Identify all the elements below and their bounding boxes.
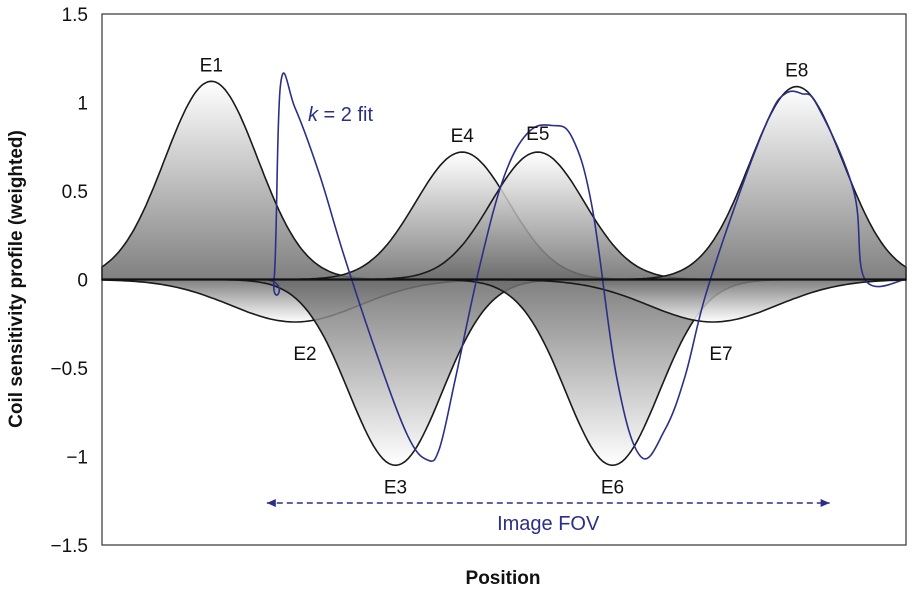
coil-label-e3: E3 [384,477,407,498]
fit-label: k = 2 fit [308,104,373,126]
coil-label-e8: E8 [785,61,808,82]
axes: 1.5 1 0.5 0 −0.5 −1 −1.5 [50,5,907,557]
fit-curve [101,72,907,462]
coil-label-e1: E1 [200,55,223,76]
coil-profile-e8 [609,85,907,281]
coil-label-e2: E2 [293,344,316,365]
fov-label: Image FOV [497,513,600,535]
coil-label-e6: E6 [601,477,624,498]
fit-label-rest: = 2 fit [318,104,373,126]
labels: E1 E2 E3 E4 E5 E6 E7 E8 k = 2 fit Image FOV [200,55,830,535]
y-tick-label: 1 [77,94,88,115]
fit-label-k: k [308,104,319,126]
y-tick-label: −1 [66,448,88,469]
coil-label-e7: E7 [709,344,732,365]
y-tick-label: −1.5 [50,536,88,557]
coil-label-e5: E5 [526,124,549,145]
y-tick-label: −0.5 [50,359,88,380]
coil-label-e4: E4 [451,126,475,147]
coil-profiles [101,80,907,467]
y-tick-label: 0.5 [62,182,88,203]
y-tick-label: 0 [77,271,88,292]
y-tick-label: 1.5 [62,5,88,26]
x-axis-label: Position [466,568,541,589]
fit-curve-group [101,72,907,462]
y-axis-label: Coil sensitivity profile (weighted) [6,130,27,428]
